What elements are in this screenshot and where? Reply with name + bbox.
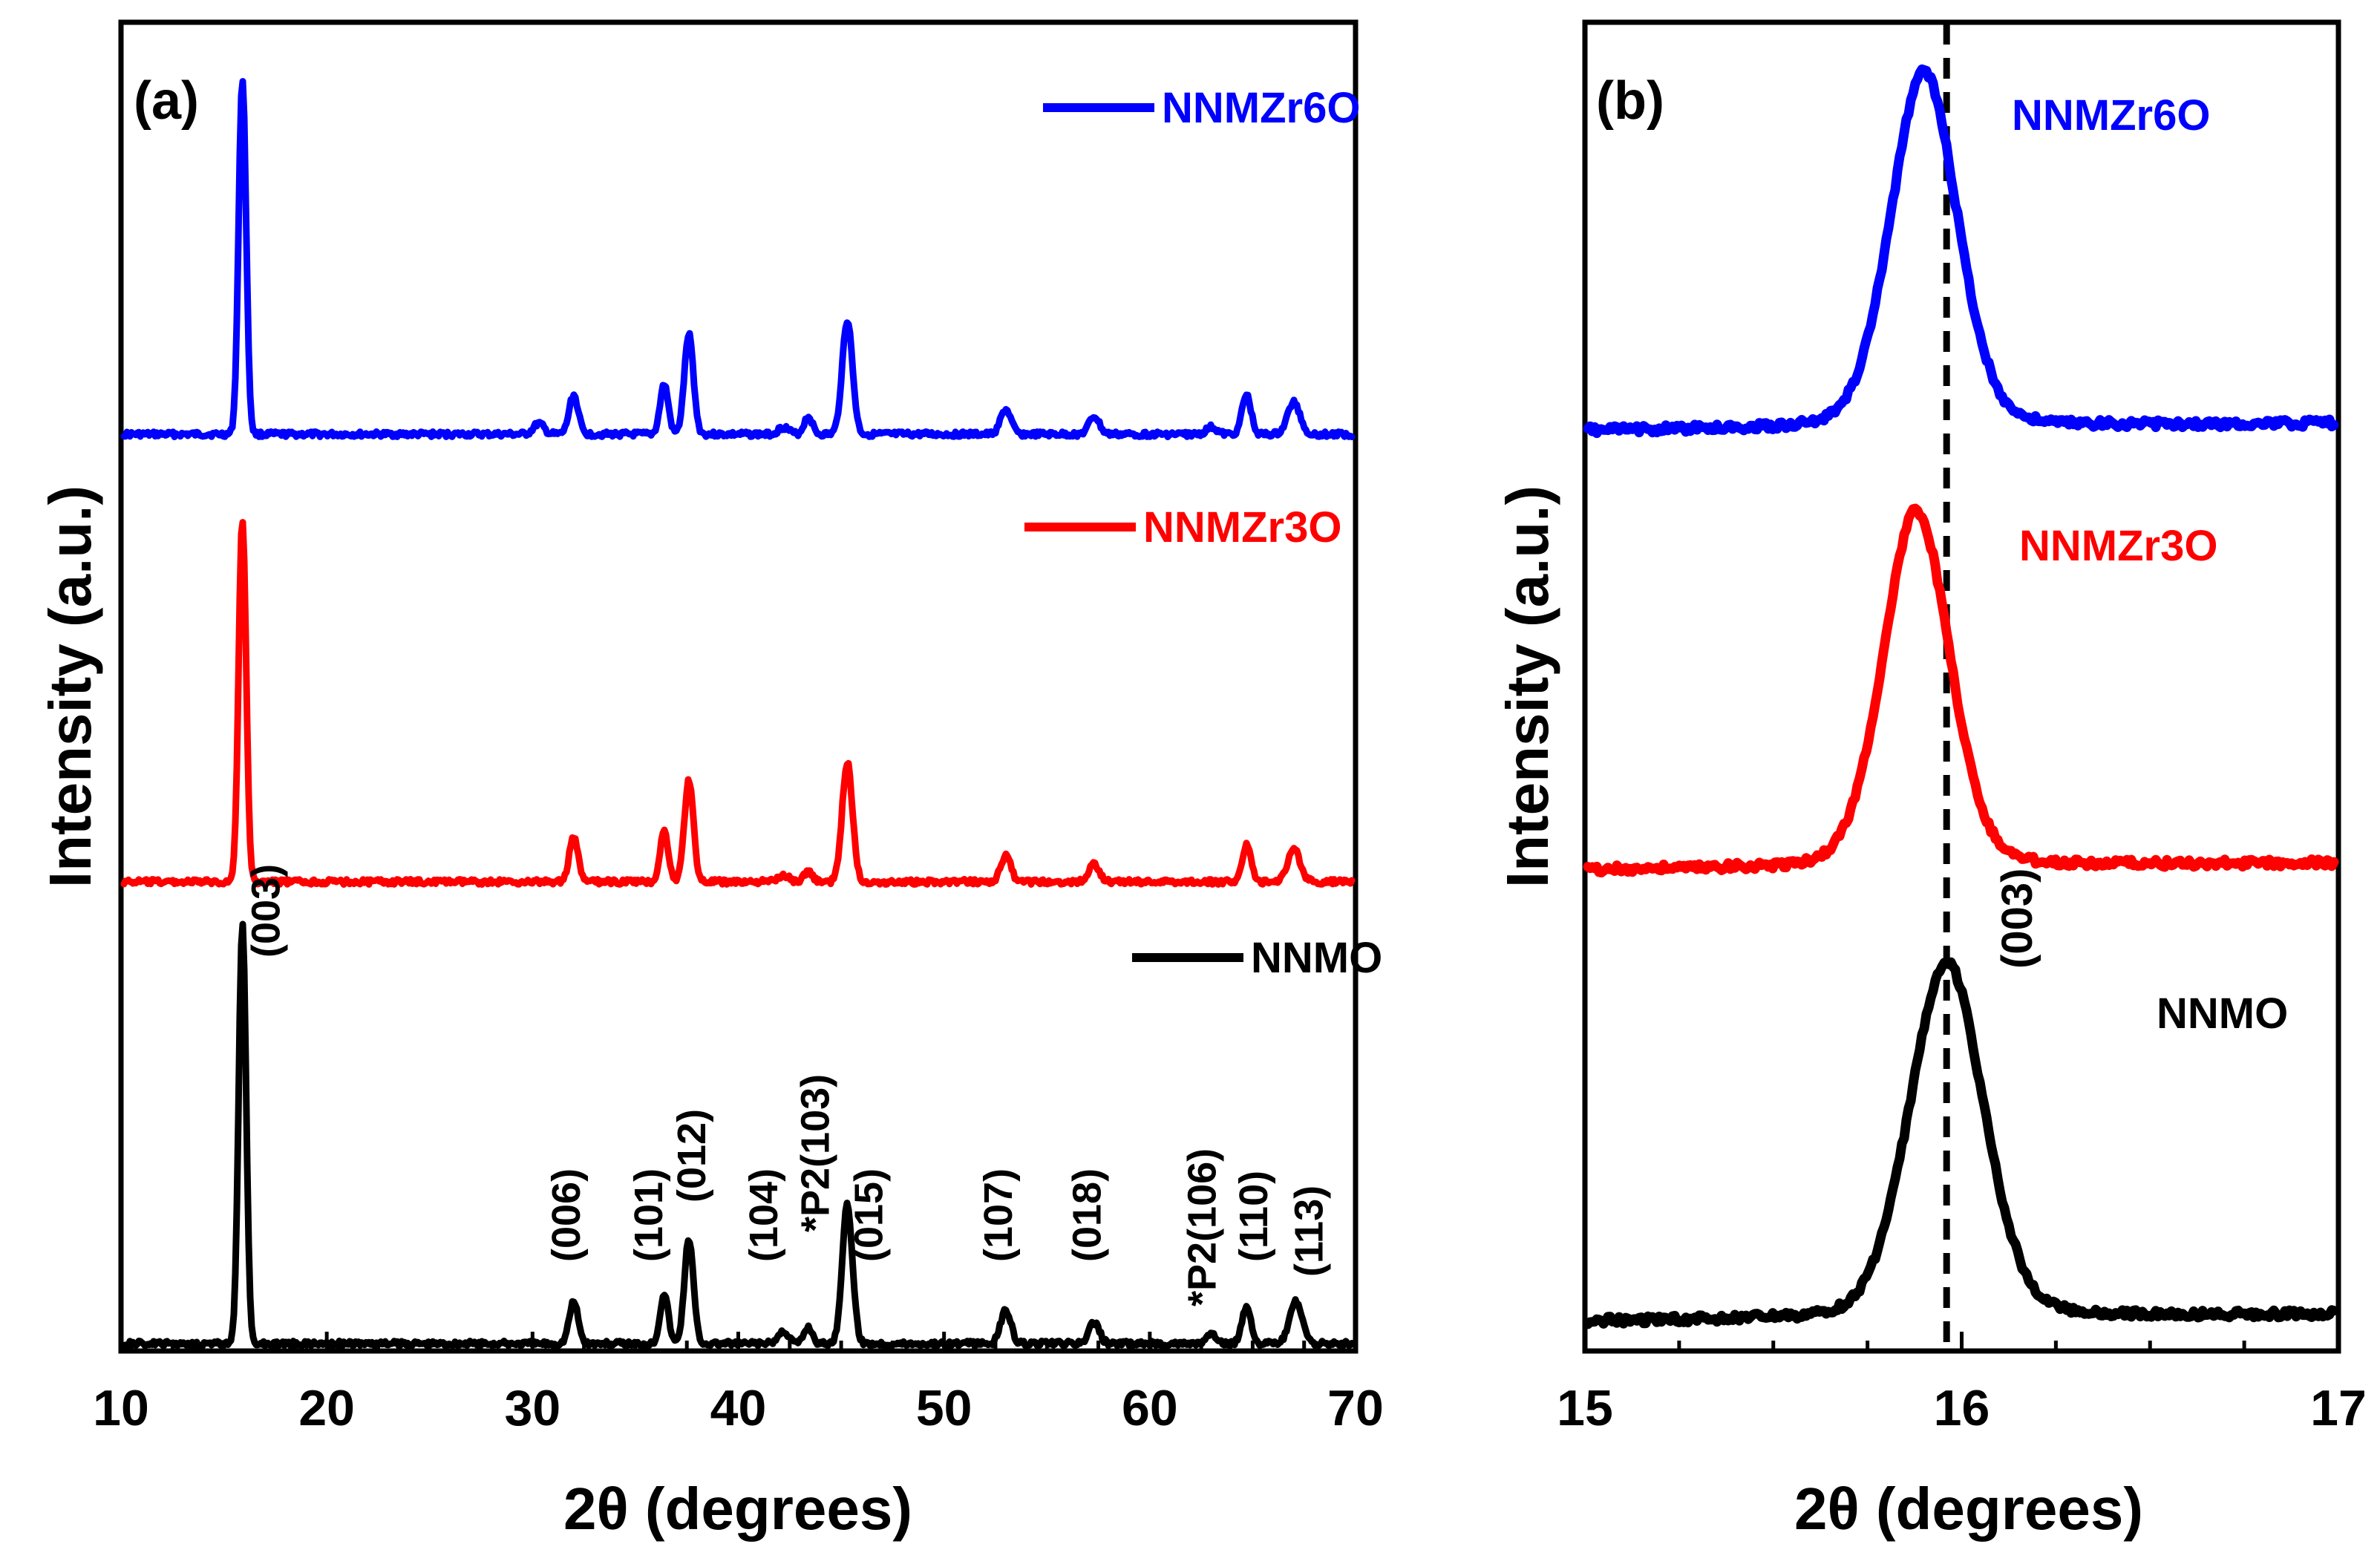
panel-a-peak-label: (003) xyxy=(243,864,288,958)
panel-a-xlabel: 2θ (degrees) xyxy=(563,1476,912,1542)
panel-a-legend: NNMZr6O NNMZr3O NNMO xyxy=(1024,84,1382,982)
panel-a-frame xyxy=(118,19,1359,1354)
panel-a-label: (a) xyxy=(134,71,199,131)
panel-b-trace-nnmo xyxy=(1583,957,2339,1329)
panel-a-xtick-label: 70 xyxy=(1327,1380,1384,1436)
panel-a-traces xyxy=(120,78,1356,1350)
panel-a-peak-label: (018) xyxy=(1065,1168,1109,1262)
panel-a-peak-label: *P2(103) xyxy=(793,1074,837,1232)
panel-b-xlabel: 2θ (degrees) xyxy=(1794,1476,2143,1542)
panel-a-xtick-label: 40 xyxy=(710,1380,767,1436)
panel-a-peak-label: (101) xyxy=(627,1168,671,1262)
panel-b-legend-label: NNMZr3O xyxy=(2019,522,2217,570)
panel-a-trace-nnmzr3o xyxy=(120,519,1356,888)
panel-b-legend-label: NNMO xyxy=(2157,989,2288,1038)
panel-a-xtick-label: 50 xyxy=(916,1380,972,1436)
panel-a-legend-label: NNMZr3O xyxy=(1143,503,1341,552)
panel-b-xtick-label: 17 xyxy=(2310,1380,2367,1436)
panel-a-legend-label: NNMO xyxy=(1251,934,1382,982)
panel-b-traces xyxy=(1583,64,2339,1329)
panel-a-peak-label: (107) xyxy=(976,1168,1021,1262)
panel-a-xtick-label: 20 xyxy=(298,1380,355,1436)
panel-b-ylabel: Intensity (a.u.) xyxy=(1494,485,1560,888)
panel-a-ylabel: Intensity (a.u.) xyxy=(37,485,103,888)
panel-a-peak-label: (015) xyxy=(847,1168,892,1262)
panel-a-trace-nnmo xyxy=(120,920,1356,1350)
panel-b-ticks: 15 16 17 xyxy=(1557,1332,2367,1436)
panel-a-legend-label: NNMZr6O xyxy=(1162,84,1360,132)
panel-b-legend-label: NNMZr6O xyxy=(2012,91,2210,140)
panel-a-peak-label: (006) xyxy=(544,1168,589,1262)
panel-a-peak-label: (104) xyxy=(742,1168,786,1262)
panel-a-annotations: (003) (006) (101)(012) (104) *P2(103) (015) (1… xyxy=(243,864,1331,1306)
reference-label-003: (003) xyxy=(1993,868,2041,969)
panel-a-peak-label: (110) xyxy=(1232,1171,1276,1262)
panel-a-xtick-label: 60 xyxy=(1122,1380,1178,1436)
panel-a-xtick-label: 10 xyxy=(93,1380,149,1436)
panel-a-peak-label: (012) xyxy=(670,1109,714,1203)
panel-a-xtick-label: 30 xyxy=(505,1380,561,1436)
panel-a-peak-label: (113) xyxy=(1287,1185,1332,1277)
panel-b-xtick-label: 15 xyxy=(1557,1380,1613,1436)
panel-b-legend: NNMZr6O NNMZr3O NNMO xyxy=(2012,91,2288,1038)
panel-a-trace-nnmzr6o xyxy=(120,78,1356,440)
panel-b-xtick-label: 16 xyxy=(1934,1380,1990,1436)
panel-b-trace-nnmzr3o xyxy=(1583,503,2339,878)
panel-b-trace-nnmzr6o xyxy=(1583,64,2339,439)
panel-b-label: (b) xyxy=(1596,71,1664,131)
panel-b: 15 16 17 NNMZr6O NNMZr3O NNMO (003) (b) 2θ (… xyxy=(1494,19,2367,1542)
panel-a-peak-label: *P2(106) xyxy=(1180,1148,1225,1306)
